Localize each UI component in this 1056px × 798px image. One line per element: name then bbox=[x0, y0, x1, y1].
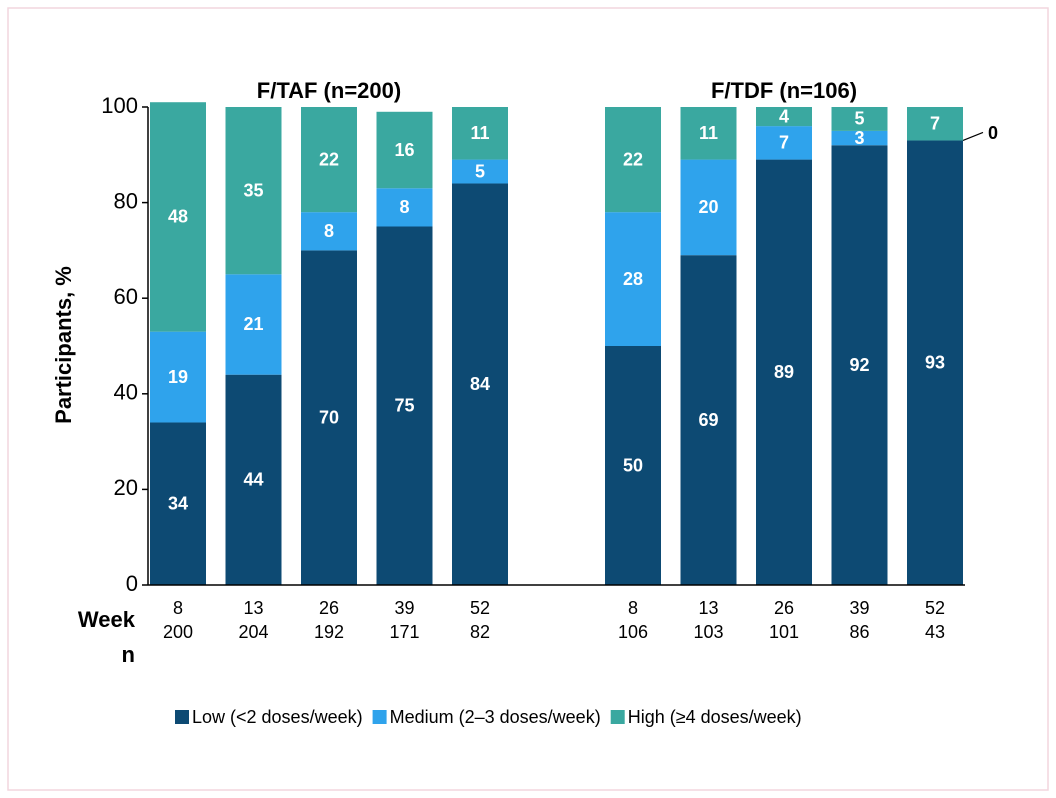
bar-segment bbox=[301, 212, 357, 251]
bar-segment bbox=[225, 274, 282, 375]
legend-label: High (≥4 doses/week) bbox=[628, 707, 802, 727]
y-tick-label: 60 bbox=[114, 284, 138, 309]
bar-segment bbox=[150, 102, 206, 332]
data-label: 48 bbox=[168, 207, 188, 227]
data-label: 3 bbox=[854, 128, 864, 148]
x-tick-label: 13 bbox=[243, 598, 263, 618]
data-label: 0 bbox=[988, 123, 998, 143]
data-label: 19 bbox=[168, 367, 188, 387]
bar-segment bbox=[452, 183, 508, 586]
x-tick-label: 8 bbox=[173, 598, 183, 618]
data-label: 22 bbox=[319, 149, 339, 169]
y-tick-label: 100 bbox=[101, 93, 138, 118]
n-label: 200 bbox=[163, 622, 193, 642]
x-tick-label: 39 bbox=[394, 598, 414, 618]
data-label: 44 bbox=[243, 470, 263, 490]
data-label: 11 bbox=[470, 123, 489, 143]
legend-swatch bbox=[610, 710, 625, 724]
data-label: 69 bbox=[698, 410, 718, 430]
x-tick-label: 26 bbox=[774, 598, 794, 618]
data-label: 4 bbox=[779, 106, 789, 126]
x-tick-label: 26 bbox=[319, 598, 339, 618]
n-label: 43 bbox=[925, 622, 945, 642]
data-label: 75 bbox=[394, 396, 414, 416]
data-label: 16 bbox=[394, 140, 414, 160]
bar-segment bbox=[452, 107, 508, 160]
bar-segment bbox=[831, 145, 888, 586]
group-title: F/TAF (n=200) bbox=[257, 78, 401, 103]
data-label: 5 bbox=[854, 109, 864, 129]
bar-segment bbox=[907, 140, 963, 585]
data-label: 89 bbox=[774, 362, 794, 382]
leader-line bbox=[962, 131, 984, 142]
bar-segment bbox=[756, 159, 812, 585]
x-tick-label: 39 bbox=[849, 598, 869, 618]
data-label: 22 bbox=[623, 149, 643, 169]
bar-segment bbox=[605, 107, 661, 213]
bar-segment bbox=[680, 159, 737, 256]
n-label: 204 bbox=[238, 622, 268, 642]
bar-segment bbox=[376, 226, 433, 585]
data-label: 50 bbox=[623, 455, 643, 475]
bar-segment bbox=[605, 212, 661, 346]
bar-segment bbox=[756, 126, 812, 160]
n-label: 171 bbox=[389, 622, 419, 642]
data-label: 5 bbox=[475, 161, 485, 181]
n-label: 192 bbox=[314, 622, 344, 642]
data-label: 8 bbox=[324, 221, 334, 241]
group-title: F/TDF (n=106) bbox=[711, 78, 857, 103]
bar-segment bbox=[301, 107, 357, 213]
data-label: 7 bbox=[930, 113, 940, 133]
bar-segment bbox=[225, 374, 282, 585]
bar-segment bbox=[150, 331, 206, 423]
legend-label: Medium (2–3 doses/week) bbox=[390, 707, 601, 727]
bar-segment bbox=[150, 422, 206, 585]
legend-label: Low (<2 doses/week) bbox=[192, 707, 363, 727]
y-axis-label: Participants, % bbox=[51, 266, 76, 424]
n-label: 106 bbox=[618, 622, 648, 642]
data-label: 11 bbox=[699, 123, 718, 143]
n-label: 86 bbox=[849, 622, 869, 642]
y-tick-label: 20 bbox=[114, 475, 138, 500]
data-label: 35 bbox=[243, 180, 263, 200]
data-label: 8 bbox=[399, 197, 409, 217]
bar-segment bbox=[376, 188, 433, 227]
data-label: 21 bbox=[243, 314, 263, 334]
bar-segment bbox=[376, 111, 433, 189]
row-label: Week bbox=[78, 607, 136, 632]
x-tick-label: 52 bbox=[470, 598, 490, 618]
row-label: n bbox=[122, 642, 135, 667]
bar-segment bbox=[831, 130, 888, 146]
n-label: 101 bbox=[769, 622, 799, 642]
bar-segment bbox=[907, 107, 963, 141]
y-tick-label: 0 bbox=[126, 571, 138, 596]
bar-segment bbox=[680, 107, 737, 160]
y-tick-label: 80 bbox=[114, 188, 138, 213]
bar-segment bbox=[680, 255, 737, 585]
y-tick-label: 40 bbox=[114, 380, 138, 405]
n-label: 82 bbox=[470, 622, 490, 642]
data-label: 7 bbox=[779, 133, 789, 153]
legend-swatch bbox=[175, 710, 189, 724]
bar-segment bbox=[452, 159, 508, 184]
n-label: 103 bbox=[693, 622, 723, 642]
data-label: 34 bbox=[168, 493, 188, 513]
x-tick-label: 8 bbox=[628, 598, 638, 618]
data-label: 92 bbox=[849, 355, 869, 375]
x-tick-label: 52 bbox=[925, 598, 945, 618]
data-label: 93 bbox=[925, 352, 945, 372]
data-label: 70 bbox=[319, 407, 339, 427]
data-label: 84 bbox=[470, 374, 490, 394]
bar-segment bbox=[831, 107, 888, 131]
bar-segment bbox=[225, 107, 282, 275]
bar-segment bbox=[301, 250, 357, 585]
data-label: 28 bbox=[623, 269, 643, 289]
x-tick-label: 13 bbox=[698, 598, 718, 618]
legend-swatch bbox=[372, 710, 387, 724]
data-label: 20 bbox=[698, 197, 718, 217]
bar-segment bbox=[756, 107, 812, 127]
bar-segment bbox=[605, 346, 661, 585]
